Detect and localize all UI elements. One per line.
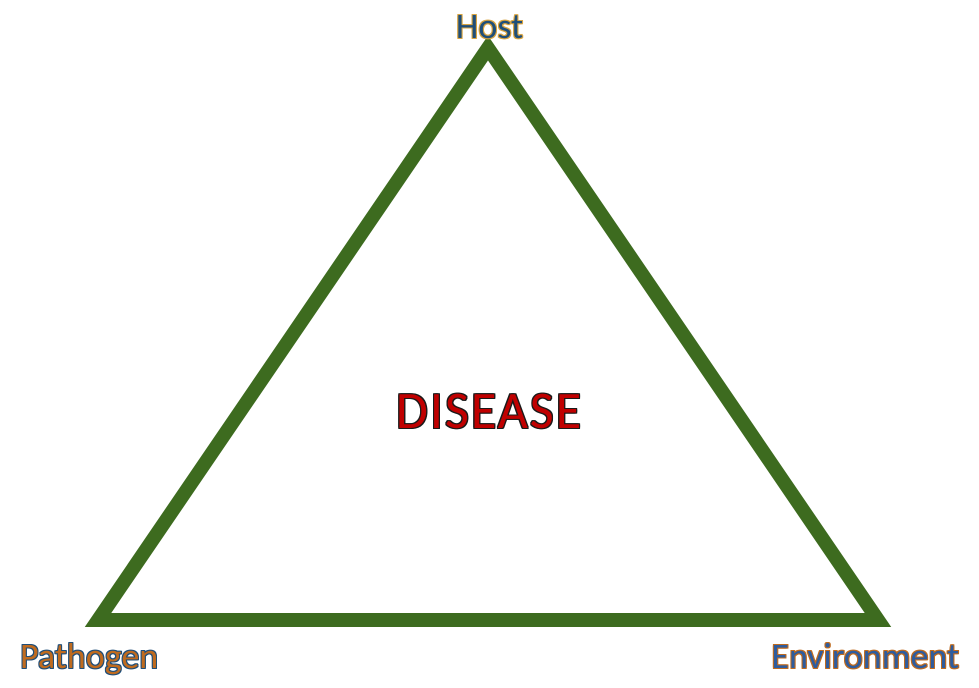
triangle-polygon [98, 48, 878, 620]
pathogen-text: Pathogen [20, 634, 158, 678]
vertex-label-pathogen: Pathogen [20, 634, 158, 678]
environment-text: Environment [771, 634, 959, 678]
host-text: Host [456, 4, 523, 48]
triangle-shape [0, 0, 979, 688]
vertex-label-environment: Environment [771, 634, 959, 678]
vertex-label-host: Host [456, 4, 523, 48]
disease-text: DISEASE [396, 378, 583, 442]
center-label-disease: DISEASE [396, 378, 583, 442]
disease-triangle-diagram: Host Pathogen Environment DISEASE [0, 0, 979, 688]
